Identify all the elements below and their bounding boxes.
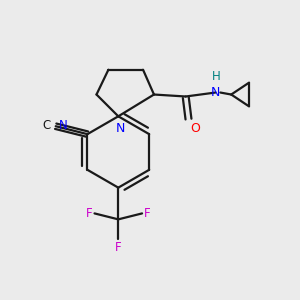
Text: F: F bbox=[86, 207, 92, 220]
Text: O: O bbox=[190, 122, 200, 135]
Text: F: F bbox=[144, 207, 151, 220]
Text: N: N bbox=[59, 119, 68, 132]
Text: N: N bbox=[211, 86, 220, 99]
Text: C: C bbox=[43, 119, 51, 132]
Text: F: F bbox=[115, 241, 122, 254]
Text: H: H bbox=[212, 70, 221, 83]
Text: N: N bbox=[116, 122, 125, 135]
